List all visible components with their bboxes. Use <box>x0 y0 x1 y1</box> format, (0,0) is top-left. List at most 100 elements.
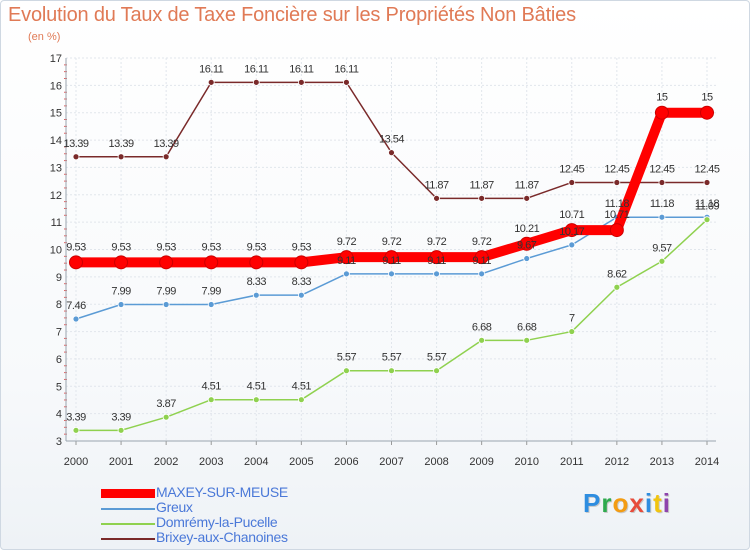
data-label-brixey-aux-chanoines: 12.45 <box>649 163 674 175</box>
legend-swatch <box>101 538 155 540</box>
data-label-domr-my-la-pucelle: 6.68 <box>472 321 492 333</box>
data-label-maxey-sur-meuse: 9.53 <box>292 241 312 253</box>
data-point-maxey-sur-meuse <box>69 255 83 270</box>
data-point-greux <box>162 301 170 308</box>
x-tick-label: 2003 <box>199 456 223 468</box>
y-tick-label: 9 <box>56 272 62 284</box>
data-point-brixey-aux-chanoines <box>207 78 215 86</box>
data-point-greux <box>207 301 215 308</box>
data-point-brixey-aux-chanoines <box>343 78 350 86</box>
data-point-greux <box>343 270 350 278</box>
legend-swatch <box>101 508 155 510</box>
proxiti-logo: Proxiti <box>583 488 671 519</box>
x-tick-label: 2011 <box>560 456 584 468</box>
logo-letter: o <box>612 488 630 518</box>
data-label-greux: 8.33 <box>292 276 312 288</box>
data-point-maxey-sur-meuse <box>609 223 624 238</box>
legend-label: Brixey-aux-Chanoines <box>156 529 288 545</box>
logo-letter: P <box>583 488 602 518</box>
data-label-greux: 11.18 <box>605 198 630 210</box>
data-label-maxey-sur-meuse: 15 <box>701 92 713 104</box>
data-label-brixey-aux-chanoines: 16.11 <box>334 63 359 75</box>
x-tick-label: 2007 <box>379 456 403 468</box>
data-label-domr-my-la-pucelle: 6.68 <box>517 321 537 333</box>
data-point-greux <box>252 291 260 299</box>
data-point-brixey-aux-chanoines <box>658 179 666 186</box>
data-label-greux: 9.67 <box>517 240 537 252</box>
data-point-domr-my-la-pucelle <box>207 396 215 404</box>
data-point-greux <box>478 270 486 278</box>
series-layer <box>69 78 714 434</box>
data-label-maxey-sur-meuse: 9.53 <box>202 241 222 253</box>
data-point-maxey-sur-meuse <box>204 255 219 270</box>
logo-letter: r <box>601 488 613 518</box>
data-label-maxey-sur-meuse: 15 <box>656 92 668 104</box>
data-point-greux <box>568 241 576 249</box>
data-label-maxey-sur-meuse: 10.21 <box>514 223 539 235</box>
data-point-brixey-aux-chanoines <box>433 194 440 202</box>
data-point-domr-my-la-pucelle <box>703 216 711 224</box>
data-point-maxey-sur-meuse <box>429 250 444 265</box>
data-label-maxey-sur-meuse: 9.53 <box>247 241 267 253</box>
x-tick-label: 2004 <box>244 456 268 468</box>
data-point-domr-my-la-pucelle <box>613 283 621 291</box>
data-label-maxey-sur-meuse: 9.72 <box>472 236 492 248</box>
data-point-domr-my-la-pucelle <box>72 426 80 434</box>
data-label-brixey-aux-chanoines: 16.11 <box>199 63 224 75</box>
y-tick-label: 12 <box>50 190 62 202</box>
x-tick-label: 2005 <box>289 456 313 468</box>
x-tick-label: 2006 <box>334 456 358 468</box>
data-label-brixey-aux-chanoines: 11.87 <box>515 179 540 191</box>
data-point-greux <box>388 270 395 278</box>
data-point-domr-my-la-pucelle <box>478 336 486 344</box>
data-label-greux: 11.18 <box>650 198 675 210</box>
logo-letter: i <box>644 488 654 518</box>
data-point-greux <box>658 213 666 221</box>
data-label-maxey-sur-meuse: 9.72 <box>382 236 402 248</box>
x-tick-label: 2009 <box>469 456 493 468</box>
data-label-greux: 11.18 <box>695 198 720 210</box>
data-label-greux: 7.99 <box>202 285 222 297</box>
y-tick-label: 6 <box>56 354 62 366</box>
data-label-domr-my-la-pucelle: 3.39 <box>66 411 86 423</box>
data-label-maxey-sur-meuse: 10.71 <box>604 209 629 221</box>
data-label-domr-my-la-pucelle: 5.57 <box>427 352 447 364</box>
data-point-greux <box>117 301 125 308</box>
x-tick-label: 2002 <box>154 456 178 468</box>
data-label-domr-my-la-pucelle: 3.87 <box>156 398 176 410</box>
y-tick-label: 16 <box>50 80 62 92</box>
x-tick-label: 2010 <box>514 456 538 468</box>
data-label-brixey-aux-chanoines: 16.11 <box>289 63 314 75</box>
axes: 3 4 5 6 7 8 9 10 11 12 13 14 15 16 17 2000 2001 2002 2003 2… <box>50 53 719 468</box>
data-label-greux: 9.11 <box>382 255 401 267</box>
y-tick-label: 14 <box>50 135 62 147</box>
data-label-domr-my-la-pucelle: 11.09 <box>695 201 720 213</box>
data-point-brixey-aux-chanoines <box>162 153 170 161</box>
data-label-maxey-sur-meuse: 9.72 <box>337 236 357 248</box>
data-point-domr-my-la-pucelle <box>433 367 440 375</box>
data-point-brixey-aux-chanoines <box>478 194 486 202</box>
logo-letter: i <box>662 488 671 518</box>
data-label-domr-my-la-pucelle: 5.57 <box>382 352 402 364</box>
data-label-domr-my-la-pucelle: 5.57 <box>337 352 357 364</box>
y-tick-label: 13 <box>50 162 62 174</box>
data-label-maxey-sur-meuse: 9.53 <box>156 241 176 253</box>
y-tick-label: 8 <box>56 299 62 311</box>
data-point-domr-my-la-pucelle <box>388 367 395 375</box>
x-tick-label: 2012 <box>605 456 629 468</box>
data-label-greux: 7.46 <box>66 300 86 312</box>
data-label-domr-my-la-pucelle: 4.51 <box>202 381 222 393</box>
data-point-domr-my-la-pucelle <box>343 367 350 375</box>
data-label-brixey-aux-chanoines: 11.87 <box>424 179 449 191</box>
data-point-maxey-sur-meuse <box>294 255 309 270</box>
data-point-brixey-aux-chanoines <box>568 179 576 186</box>
data-point-brixey-aux-chanoines <box>388 149 395 157</box>
data-labels-layer: 13.39 13.39 13.39 16.11 16.11 16.11 16.11 13.54… <box>63 63 720 423</box>
data-label-maxey-sur-meuse: 9.53 <box>111 241 131 253</box>
data-label-domr-my-la-pucelle: 4.51 <box>247 381 267 393</box>
y-tick-label: 10 <box>50 245 62 257</box>
data-label-domr-my-la-pucelle: 7 <box>569 313 575 325</box>
data-point-brixey-aux-chanoines <box>117 153 125 161</box>
data-point-maxey-sur-meuse <box>249 255 264 270</box>
